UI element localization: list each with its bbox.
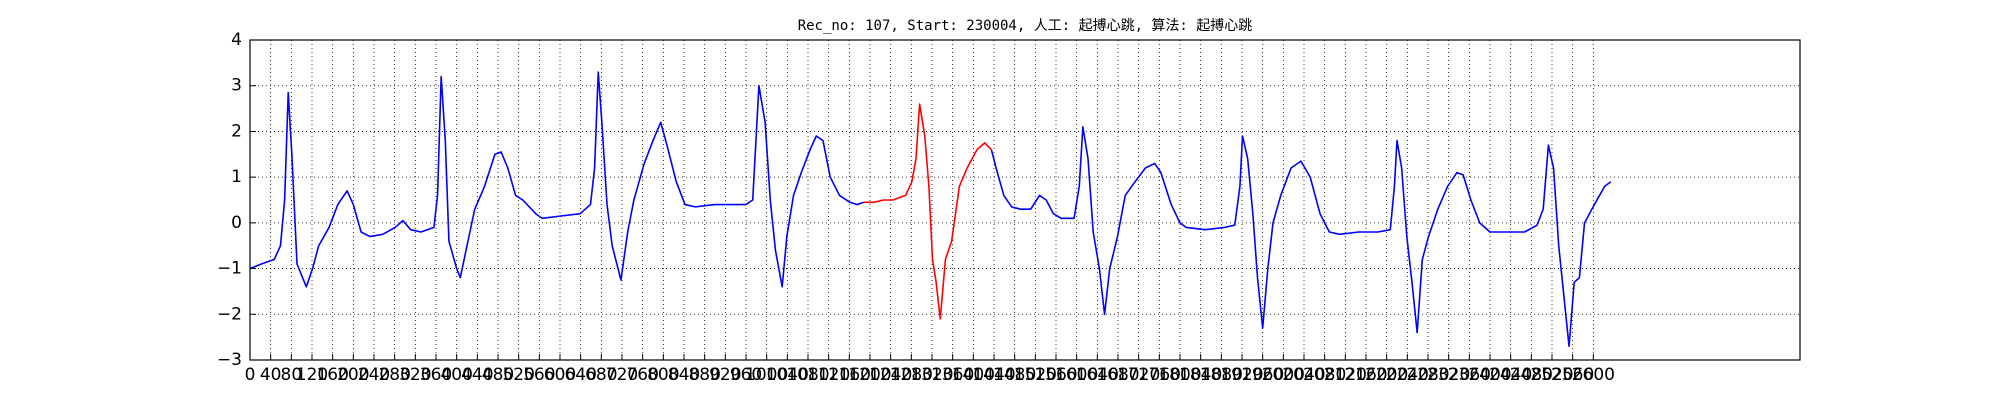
x-tick-label: 2400 <box>1468 365 1511 385</box>
x-tick-label: 1160 <box>828 365 871 385</box>
x-tick-label: 600 <box>544 365 576 385</box>
y-tick-label: −3 <box>217 350 242 370</box>
x-tick-label: 40 <box>260 365 282 385</box>
x-tick-label: 960 <box>730 365 762 385</box>
y-tick-label: 0 <box>231 213 242 233</box>
plot-frame <box>249 39 1801 361</box>
x-tick-label: 680 <box>585 365 617 385</box>
y-tick-label: 1 <box>231 167 242 187</box>
x-tick-label: 1960 <box>1241 365 1284 385</box>
x-tick-label: 2320 <box>1427 365 1470 385</box>
x-tick-label: 2600 <box>1572 365 1615 385</box>
y-tick-label: 2 <box>231 121 242 141</box>
x-tick-label: 2000 <box>1262 365 1305 385</box>
chart-title: Rec_no: 107, Start: 230004, 人工: 起搏心跳, 算法… <box>798 17 1253 34</box>
x-tick-label: 720 <box>606 365 638 385</box>
y-tick-label: 4 <box>231 30 242 50</box>
x-tick-label: 1320 <box>910 365 953 385</box>
y-tick-label: −1 <box>217 259 242 279</box>
x-tick-label: 2280 <box>1406 365 1449 385</box>
x-tick-label: 240 <box>358 365 390 385</box>
x-tick-label: 1560 <box>1034 365 1077 385</box>
x-tick-label: 280 <box>378 365 410 385</box>
x-tick-label: 1720 <box>1117 365 1160 385</box>
x-tick-label: 1400 <box>952 365 995 385</box>
x-tick-label: 1040 <box>766 365 809 385</box>
x-tick-label: 1640 <box>1076 365 1119 385</box>
x-tick-label: 1920 <box>1220 365 1263 385</box>
x-tick-label: 1280 <box>890 365 933 385</box>
x-tick-label: 1520 <box>1014 365 1057 385</box>
x-tick-label: 920 <box>709 365 741 385</box>
y-tick-label: −2 <box>217 304 242 324</box>
y-tick-label: 3 <box>231 76 242 96</box>
x-tick-label: 2440 <box>1489 365 1532 385</box>
x-tick-label: 2160 <box>1344 365 1387 385</box>
x-tick-label: 880 <box>688 365 720 385</box>
x-tick-label: 0 <box>245 365 256 385</box>
x-tick-label: 80 <box>281 365 303 385</box>
x-tick-label: 360 <box>420 365 452 385</box>
x-tick-label: 160 <box>316 365 348 385</box>
x-tick-label: 120 <box>296 365 328 385</box>
x-tick-label: 1240 <box>869 365 912 385</box>
x-tick-label: 200 <box>337 365 369 385</box>
x-tick-label: 2040 <box>1282 365 1325 385</box>
x-tick-label: 2480 <box>1510 365 1553 385</box>
x-tick-label: 1480 <box>993 365 1036 385</box>
x-tick-label: 760 <box>626 365 658 385</box>
x-tick-label: 2560 <box>1551 365 1594 385</box>
x-tick-label: 1360 <box>931 365 974 385</box>
x-tick-label: 440 <box>461 365 493 385</box>
x-tick-label: 1440 <box>972 365 1015 385</box>
x-tick-label: 2120 <box>1324 365 1367 385</box>
x-tick-label: 1880 <box>1200 365 1243 385</box>
x-tick-label: 2240 <box>1386 365 1429 385</box>
x-tick-label: 2080 <box>1303 365 1346 385</box>
x-tick-label: 1800 <box>1158 365 1201 385</box>
x-tick-label: 1080 <box>786 365 829 385</box>
x-tick-label: 320 <box>399 365 431 385</box>
x-tick-label: 1000 <box>745 365 788 385</box>
x-tick-label: 2360 <box>1448 365 1491 385</box>
x-tick-label: 400 <box>440 365 472 385</box>
x-tick-label: 2520 <box>1530 365 1573 385</box>
ecg-line <box>249 71 1612 348</box>
x-tick-label: 1600 <box>1055 365 1098 385</box>
x-tick-label: 480 <box>482 365 514 385</box>
ecg-line <box>863 103 992 320</box>
x-tick-label: 800 <box>647 365 679 385</box>
x-tick-label: 840 <box>668 365 700 385</box>
x-tick-label: 2200 <box>1365 365 1408 385</box>
x-tick-label: 1840 <box>1179 365 1222 385</box>
x-tick-label: 560 <box>523 365 555 385</box>
x-tick-label: 640 <box>564 365 596 385</box>
x-tick-label: 520 <box>502 365 534 385</box>
x-tick-label: 1120 <box>807 365 850 385</box>
x-tick-label: 1200 <box>848 365 891 385</box>
x-tick-label: 1680 <box>1096 365 1139 385</box>
x-tick-label: 1760 <box>1138 365 1181 385</box>
